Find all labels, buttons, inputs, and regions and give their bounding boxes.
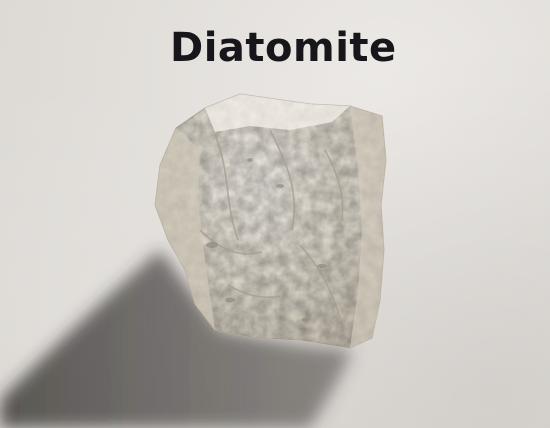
rock-pits	[206, 158, 327, 322]
rock-top-highlight	[205, 94, 350, 132]
rock-left-facet	[155, 128, 215, 330]
rock-right-facet	[350, 106, 386, 348]
rock-cast-shadow	[0, 250, 352, 428]
rock-crevices	[199, 129, 344, 319]
specimen-title: Diatomite	[170, 25, 397, 71]
